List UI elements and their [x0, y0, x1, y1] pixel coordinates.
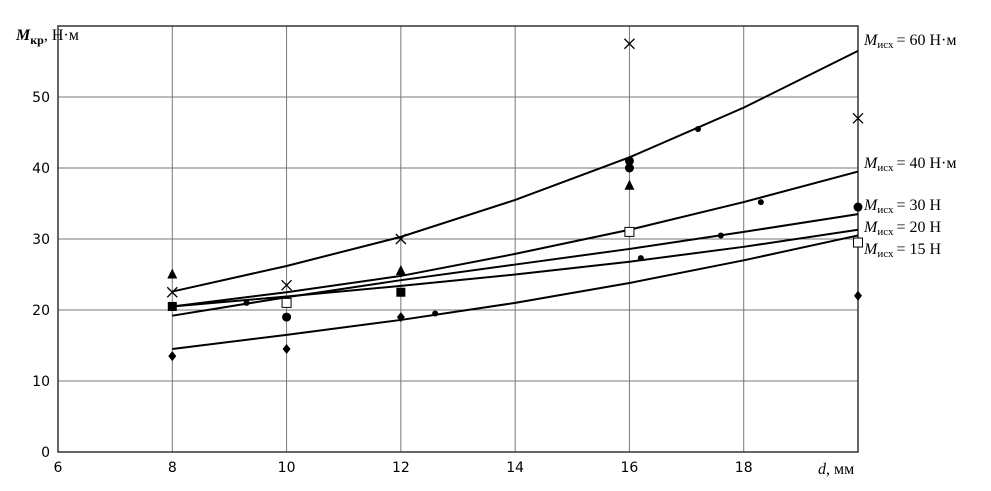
symbol: M [863, 197, 879, 214]
y-tick-label: 0 [41, 445, 50, 461]
marker-open-square [281, 297, 292, 308]
x-tick-label: 8 [168, 460, 177, 476]
marker-square [167, 301, 177, 311]
fit-curve [172, 234, 859, 351]
subscript: исх [877, 39, 894, 51]
fit-curve [172, 49, 859, 293]
subscript: исх [877, 226, 894, 238]
y-tick-label: 50 [32, 90, 50, 106]
y-axis-label: Mкр, Н·м [15, 27, 79, 47]
symbol: d [818, 461, 827, 478]
marker-cross [166, 286, 178, 298]
unit: , Н·м [44, 27, 79, 44]
marker-cross [395, 233, 407, 245]
fit-curve [172, 170, 859, 308]
marker-dot [432, 310, 439, 317]
symbol: M [863, 155, 879, 172]
marker-circle [624, 156, 634, 166]
marker-dot [243, 299, 250, 306]
marker-diamond [854, 290, 862, 301]
curve-label: Mисх = 40 Н·м [863, 155, 956, 174]
x-tick-label: 14 [506, 460, 524, 476]
marker-circle [624, 163, 634, 173]
symbol: M [15, 27, 31, 44]
subscript: исх [877, 162, 894, 174]
symbol: M [863, 241, 879, 258]
y-tick-label: 40 [32, 161, 50, 177]
subscript: исх [877, 248, 894, 260]
marker-triangle [395, 264, 406, 275]
y-tick-label: 20 [32, 303, 50, 319]
marker-circle [853, 202, 863, 212]
value: = 40 Н·м [896, 155, 956, 172]
unit: , мм [826, 461, 854, 478]
x-tick-label: 16 [621, 460, 639, 476]
marker-circle [282, 312, 292, 322]
marker-open-square [853, 237, 863, 248]
x-tick-label: 18 [735, 460, 753, 476]
marker-open-square [624, 226, 635, 237]
marker-square [396, 287, 406, 297]
marker-diamond [396, 312, 405, 323]
marker-diamond [168, 351, 177, 362]
curve-label: Mисх = 15 Н [863, 241, 941, 260]
marker-dot [717, 232, 724, 239]
subscript: кр [30, 33, 44, 47]
marker-dot [637, 255, 644, 262]
marker-cross [852, 112, 864, 124]
value: = 60 Н·м [896, 32, 956, 49]
x-axis-label: d, мм [818, 461, 854, 478]
x-tick-label: 6 [54, 460, 63, 476]
curve-label: Mисх = 20 Н [863, 219, 941, 238]
y-tick-label: 30 [32, 232, 50, 248]
y-tick-label: 10 [32, 374, 50, 390]
subscript: исх [877, 204, 894, 216]
x-tick-label: 10 [278, 460, 296, 476]
marker-dot [695, 125, 701, 132]
value: = 20 Н [896, 219, 941, 236]
curve-label: Mисх = 60 Н·м [863, 32, 956, 51]
marker-triangle [624, 179, 635, 190]
x-tick-label: 12 [392, 460, 410, 476]
marker-diamond [282, 344, 291, 355]
marker-cross [623, 38, 635, 50]
symbol: M [863, 32, 879, 49]
value: = 15 Н [896, 241, 941, 258]
value: = 30 Н [896, 197, 941, 214]
marker-dot [757, 199, 764, 206]
marker-triangle [167, 268, 178, 279]
symbol: M [863, 219, 879, 236]
curve-label: Mисх = 30 Н [863, 197, 941, 216]
fit-curve [172, 228, 859, 308]
marker-cross [281, 279, 293, 291]
